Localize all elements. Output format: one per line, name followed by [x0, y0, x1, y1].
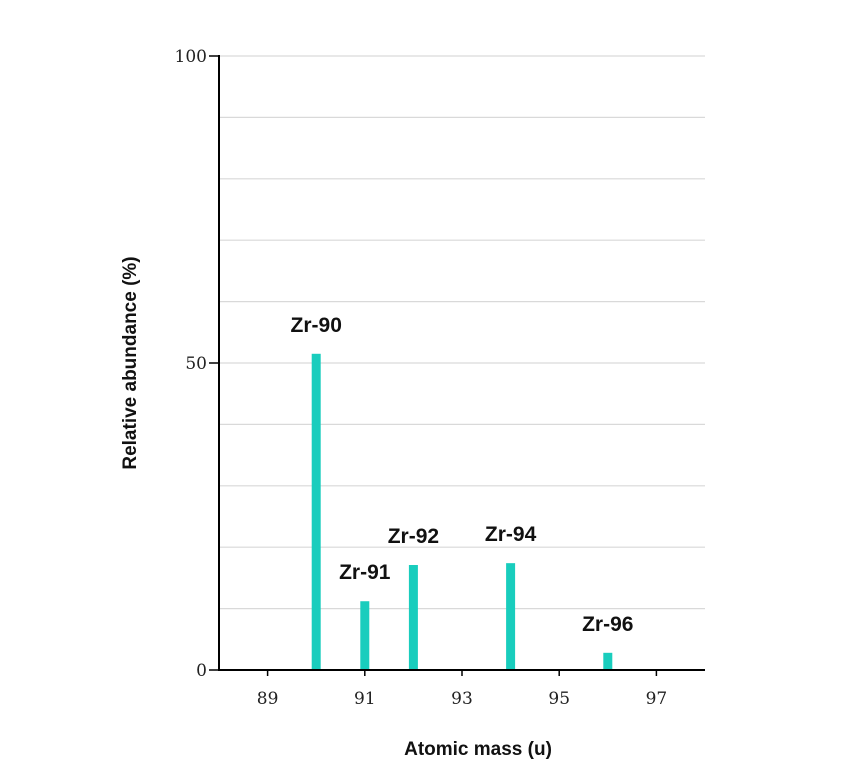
x-tick-label: 91	[354, 689, 376, 709]
bar-zr-96	[603, 652, 613, 670]
gridlines	[219, 55, 705, 610]
axes	[209, 55, 705, 676]
bar-label-zr-96: Zr-96	[582, 613, 633, 636]
bar-label-zr-90: Zr-90	[291, 314, 342, 337]
bar-zr-90	[311, 353, 321, 670]
x-tick-label: 93	[451, 689, 473, 709]
bar-zr-94	[506, 563, 516, 670]
bar-label-zr-91: Zr-91	[339, 561, 391, 584]
bar-label-zr-94: Zr-94	[485, 523, 537, 546]
bar-label-zr-92: Zr-92	[388, 525, 439, 548]
bars	[311, 353, 613, 670]
y-axis-title: Relative abundance (%)	[120, 256, 141, 469]
x-axis-title: Atomic mass (u)	[404, 739, 552, 760]
y-tick-label: 50	[185, 354, 207, 374]
y-tick-label: 0	[196, 661, 207, 681]
bar-zr-91	[360, 601, 370, 670]
bar-zr-92	[408, 565, 418, 670]
x-tick-label: 95	[548, 689, 570, 709]
x-tick-label: 89	[257, 689, 279, 709]
x-tick-label: 97	[646, 689, 668, 709]
tick-labels: 0 50 100 89 91 93 95 97	[175, 47, 668, 709]
y-tick-label: 100	[175, 47, 207, 67]
bar-labels: Zr-90 Zr-91 Zr-92 Zr-94 Zr-96	[291, 314, 634, 636]
